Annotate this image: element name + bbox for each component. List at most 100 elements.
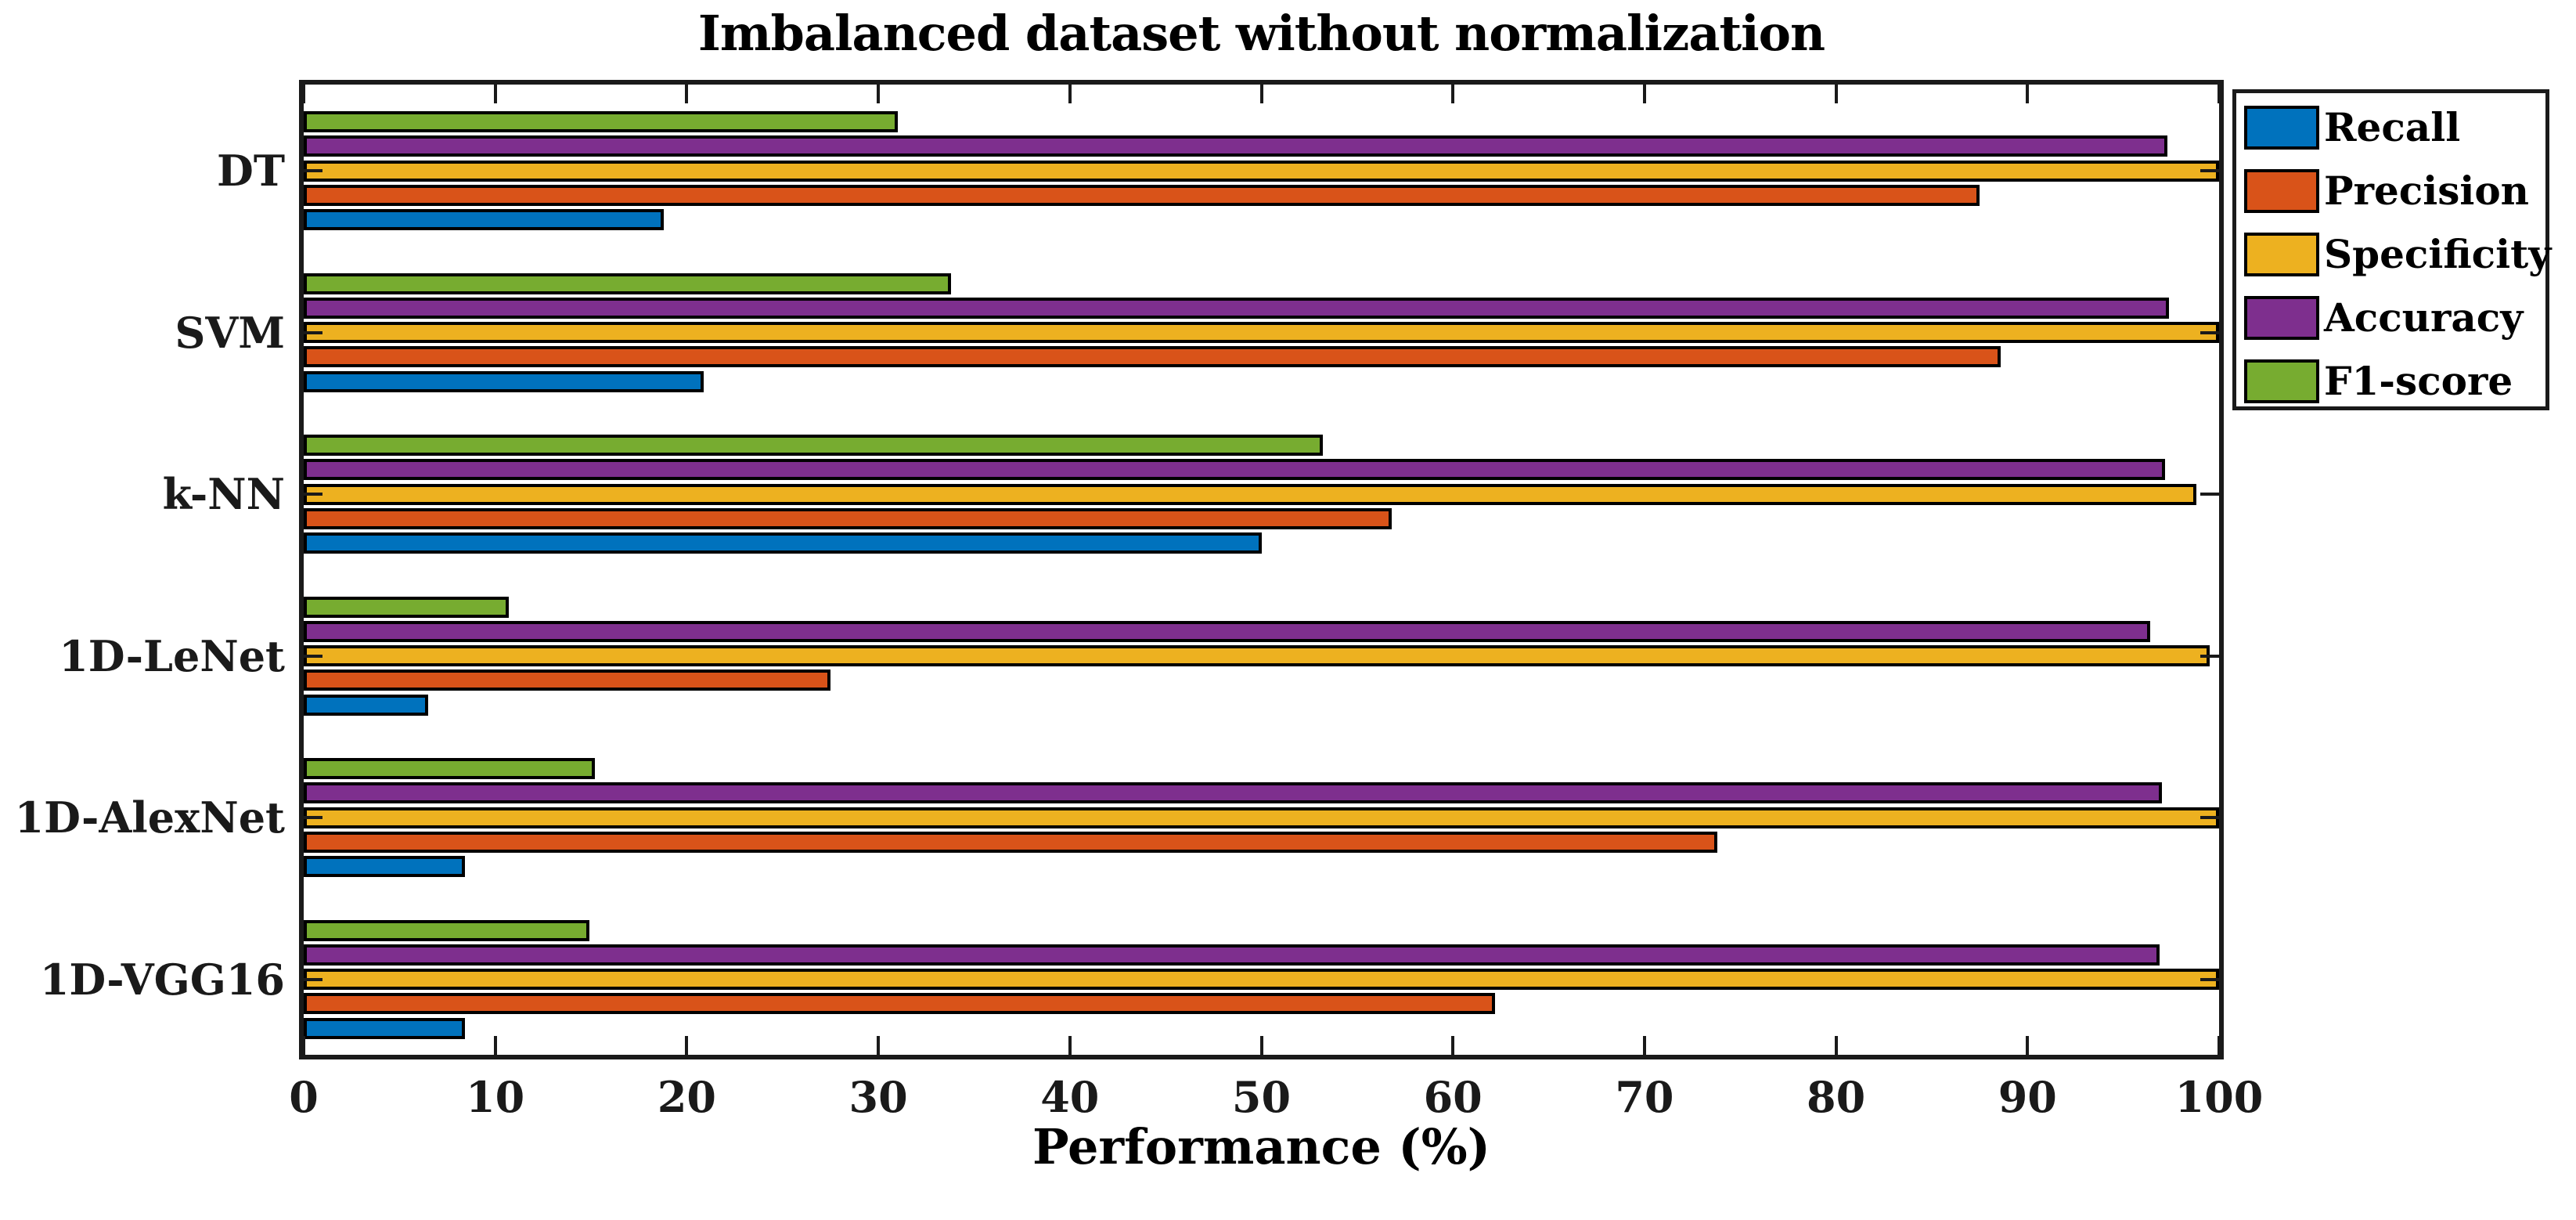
y-tick-left xyxy=(304,330,322,334)
y-tick-right xyxy=(2200,816,2219,819)
x-tick-label-70: 70 xyxy=(1615,1072,1674,1122)
bar-1D-LeNet-Accuracy xyxy=(304,620,2150,642)
x-tick-bottom xyxy=(493,1036,497,1055)
x-tick-top xyxy=(1259,85,1263,103)
legend-label: Specificity xyxy=(2324,231,2552,277)
legend-swatch-icon xyxy=(2244,169,2319,213)
y-tick-label-DT: DT xyxy=(216,146,285,196)
x-tick-bottom xyxy=(302,1036,305,1055)
bar-SVM-Specificity xyxy=(304,322,2219,344)
bar-SVM-Recall xyxy=(304,370,704,392)
x-tick-label-0: 0 xyxy=(289,1072,319,1122)
y-tick-label-SVM: SVM xyxy=(175,307,285,358)
y-tick-left xyxy=(304,816,322,819)
y-tick-label-1D-VGG16: 1D-VGG16 xyxy=(39,954,285,1005)
y-tick-right xyxy=(2200,977,2219,981)
bar-DT-Precision xyxy=(304,184,1980,206)
y-tick-left xyxy=(304,977,322,981)
x-tick-top xyxy=(1642,85,1646,103)
y-tick-right xyxy=(2200,330,2219,334)
x-tick-top xyxy=(302,85,305,103)
x-tick-label-80: 80 xyxy=(1807,1072,1866,1122)
x-tick-top xyxy=(1068,85,1072,103)
legend-item-Precision: Precision xyxy=(2244,169,2545,213)
legend-label: Recall xyxy=(2324,104,2461,150)
x-tick-label-10: 10 xyxy=(466,1072,525,1122)
bar-DT-Specificity xyxy=(304,160,2219,182)
legend-label: Accuracy xyxy=(2324,294,2524,341)
bar-1D-AlexNet-Recall xyxy=(304,856,465,878)
bar-DT-Accuracy xyxy=(304,135,2167,157)
bar-1D-LeNet-Specificity xyxy=(304,645,2210,667)
x-tick-label-20: 20 xyxy=(657,1072,716,1122)
bar-1D-AlexNet-Precision xyxy=(304,831,1717,853)
x-tick-bottom xyxy=(1259,1036,1263,1055)
bar-k-NN-Specificity xyxy=(304,483,2196,505)
bar-1D-LeNet-F1-score xyxy=(304,596,509,618)
bar-DT-Recall xyxy=(304,209,665,231)
x-tick-top xyxy=(1834,85,1838,103)
x-axis-label: Performance (%) xyxy=(1032,1118,1490,1175)
bar-1D-AlexNet-Accuracy xyxy=(304,782,2162,804)
x-tick-top xyxy=(1451,85,1455,103)
legend-swatch-icon xyxy=(2244,296,2319,340)
bar-k-NN-Recall xyxy=(304,532,1262,554)
x-tick-label-50: 50 xyxy=(1231,1072,1292,1122)
legend-label: F1-score xyxy=(2324,358,2513,404)
x-tick-bottom xyxy=(1642,1036,1646,1055)
x-tick-label-100: 100 xyxy=(2174,1072,2264,1122)
y-tick-label-1D-LeNet: 1D-LeNet xyxy=(59,630,285,681)
x-tick-label-60: 60 xyxy=(1423,1072,1483,1122)
bar-k-NN-Precision xyxy=(304,507,1392,529)
x-tick-top xyxy=(877,85,881,103)
x-tick-label-40: 40 xyxy=(1040,1072,1100,1122)
legend-label: Precision xyxy=(2324,168,2530,214)
plot-area xyxy=(299,80,2224,1059)
y-tick-left xyxy=(304,169,322,172)
x-tick-top xyxy=(493,85,497,103)
legend-item-Recall: Recall xyxy=(2244,106,2545,150)
x-tick-bottom xyxy=(1451,1036,1455,1055)
y-tick-right xyxy=(2200,493,2219,496)
x-tick-bottom xyxy=(1834,1036,1838,1055)
bar-SVM-F1-score xyxy=(304,273,952,294)
bar-1D-VGG16-F1-score xyxy=(304,919,589,941)
legend-item-F1-score: F1-score xyxy=(2244,359,2545,403)
x-tick-bottom xyxy=(2218,1036,2221,1055)
x-tick-bottom xyxy=(1068,1036,1072,1055)
legend: Recall Precision Specificity Accuracy F1-sco… xyxy=(2232,89,2551,410)
bar-k-NN-Accuracy xyxy=(304,459,2166,481)
y-tick-left xyxy=(304,493,322,496)
x-tick-top xyxy=(2026,85,2030,103)
y-tick-right xyxy=(2200,169,2219,172)
bar-k-NN-F1-score xyxy=(304,435,1323,456)
bar-1D-VGG16-Recall xyxy=(304,1017,465,1039)
bar-1D-VGG16-Accuracy xyxy=(304,944,2160,966)
legend-item-Accuracy: Accuracy xyxy=(2244,296,2545,340)
x-tick-label-30: 30 xyxy=(848,1072,908,1122)
x-tick-top xyxy=(2218,85,2221,103)
y-tick-label-k-NN: k-NN xyxy=(162,469,285,519)
legend-swatch-icon xyxy=(2244,233,2319,276)
bar-1D-AlexNet-Specificity xyxy=(304,807,2219,828)
y-tick-left xyxy=(304,654,322,658)
x-tick-bottom xyxy=(2026,1036,2030,1055)
x-tick-label-90: 90 xyxy=(1998,1072,2057,1122)
bar-1D-VGG16-Specificity xyxy=(304,969,2219,991)
y-tick-right xyxy=(2200,654,2219,658)
bar-SVM-Precision xyxy=(304,346,2001,368)
bar-DT-F1-score xyxy=(304,111,898,132)
legend-swatch-icon xyxy=(2244,359,2319,403)
chart-title: Imbalanced dataset without normalization xyxy=(697,5,1825,62)
x-tick-bottom xyxy=(877,1036,881,1055)
bar-1D-AlexNet-F1-score xyxy=(304,758,595,779)
legend-swatch-icon xyxy=(2244,106,2319,150)
bar-1D-LeNet-Precision xyxy=(304,670,830,691)
bar-1D-VGG16-Precision xyxy=(304,993,1496,1015)
legend-item-Specificity: Specificity xyxy=(2244,233,2551,276)
bar-SVM-Accuracy xyxy=(304,297,2170,319)
bar-1D-LeNet-Recall xyxy=(304,694,429,716)
y-tick-label-1D-AlexNet: 1D-AlexNet xyxy=(14,792,285,843)
x-tick-top xyxy=(685,85,689,103)
